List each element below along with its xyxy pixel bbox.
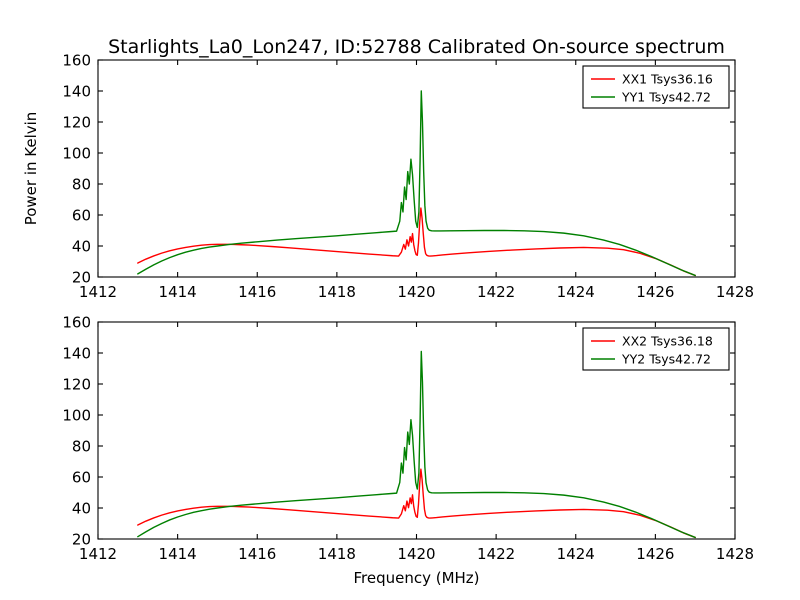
series-line-yy1	[137, 90, 696, 277]
legend-box	[582, 65, 730, 109]
x-tick-label: 1416	[238, 545, 276, 563]
series-line-yy2	[137, 350, 696, 539]
y-tick-label: 140	[62, 83, 91, 101]
x-tick-label: 1428	[716, 545, 754, 563]
legend-label-xx1: XX1 Tsys36.16	[622, 72, 713, 87]
y-tick-label: 20	[72, 531, 91, 549]
y-tick-label: 20	[72, 269, 91, 287]
y-tick-label: 100	[62, 145, 91, 163]
y-tick-label: 60	[72, 207, 91, 225]
series-line-xx1	[137, 207, 696, 277]
x-tick-label: 1412	[79, 545, 117, 563]
y-tick-label: 40	[72, 238, 91, 256]
x-tick-label: 1414	[159, 283, 197, 301]
x-tick-label: 1424	[557, 283, 595, 301]
legend-top: XX1 Tsys36.16 YY1 Tsys42.72	[582, 65, 730, 109]
x-tick-label: 1414	[159, 545, 197, 563]
y-tick-label: 160	[62, 314, 91, 332]
x-tick-label: 1412	[79, 283, 117, 301]
legend-box	[582, 327, 730, 371]
x-tick-label: 1420	[397, 283, 435, 301]
x-tick-label: 1422	[477, 283, 515, 301]
y-tick-label: 140	[62, 345, 91, 363]
y-tick-label: 120	[62, 114, 91, 132]
x-tick-label: 1424	[557, 545, 595, 563]
x-tick-label: 1426	[636, 545, 674, 563]
panel-top: 20 40 60 80 100 120 140 160 1412 1414 1416 1418 1420…	[22, 52, 754, 302]
legend-bottom: XX2 Tsys36.18 YY2 Tsys42.72	[582, 327, 730, 371]
legend-label-xx2: XX2 Tsys36.18	[622, 334, 713, 349]
legend-label-yy1: YY1 Tsys42.72	[621, 90, 711, 105]
legend-label-yy2: YY2 Tsys42.72	[621, 352, 711, 367]
x-tick-label: 1420	[397, 545, 435, 563]
series-line-xx2	[137, 468, 696, 539]
y-tick-label: 100	[62, 407, 91, 425]
y-tick-label: 160	[62, 52, 91, 70]
panel-bottom: 20 40 60 80 100 120 140 160 1412 1414 1416 1418 1420…	[62, 314, 754, 588]
y-tick-label: 60	[72, 469, 91, 487]
y-tick-label: 40	[72, 500, 91, 518]
series-group-top	[137, 90, 696, 277]
x-tick-label: 1416	[238, 283, 276, 301]
x-tick-label: 1418	[318, 283, 356, 301]
figure-title: Starlights_La0_Lon247, ID:52788 Calibrat…	[108, 36, 725, 58]
x-tick-label: 1422	[477, 545, 515, 563]
y-tick-label: 80	[72, 176, 91, 194]
y-tick-label: 120	[62, 376, 91, 394]
y-axis-label: Power in Kelvin	[22, 112, 40, 226]
y-tick-label: 80	[72, 438, 91, 456]
x-tick-label: 1426	[636, 283, 674, 301]
x-tick-label: 1428	[716, 283, 754, 301]
x-tick-label: 1418	[318, 545, 356, 563]
x-axis-label: Frequency (MHz)	[353, 569, 479, 587]
series-group-bottom	[137, 350, 696, 539]
